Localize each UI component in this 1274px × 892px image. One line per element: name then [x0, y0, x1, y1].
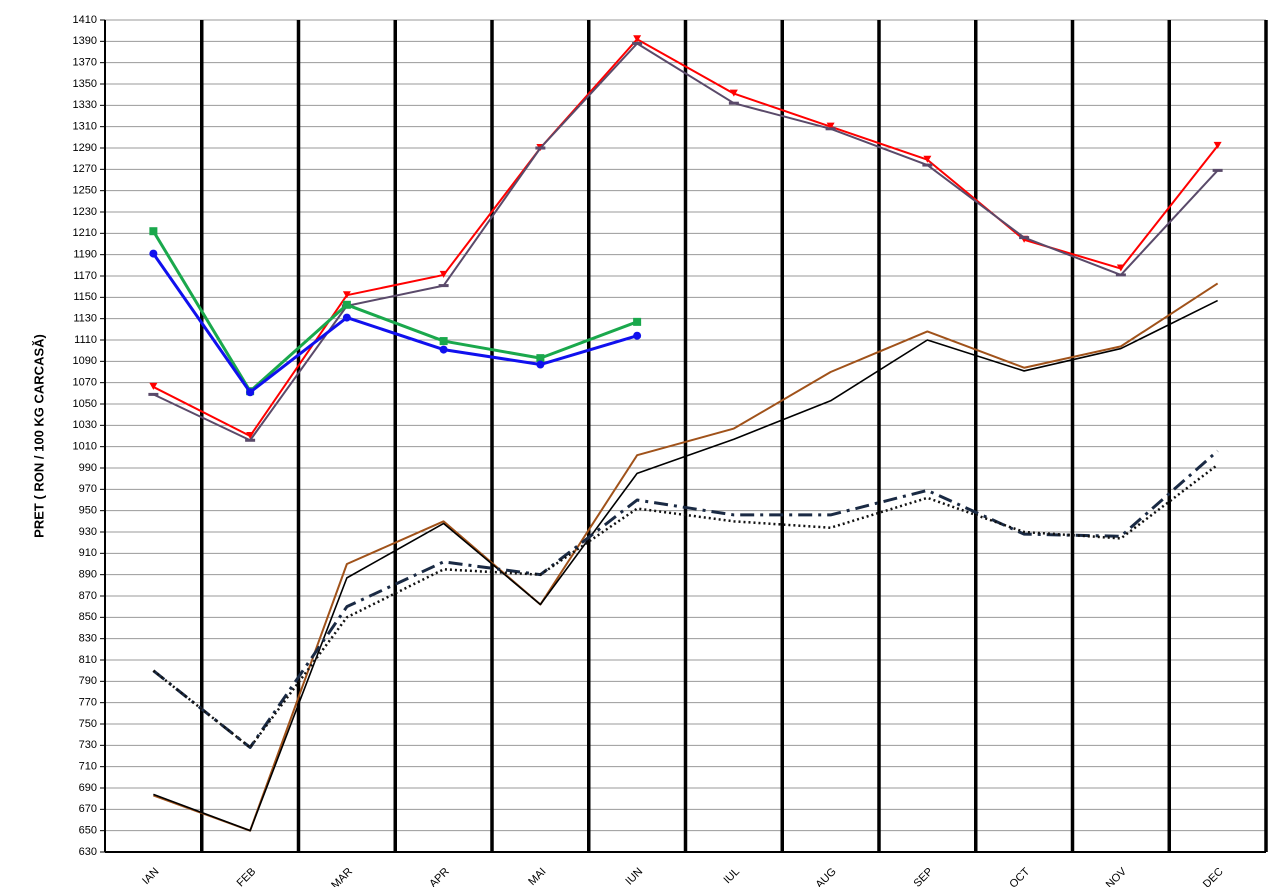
y-tick-label: 890 — [79, 569, 97, 581]
y-tick-label: 1250 — [73, 185, 97, 197]
marker — [633, 331, 642, 340]
x-tick-label: APR — [427, 866, 452, 887]
marker — [439, 270, 448, 278]
x-tick-label: IUN — [623, 866, 645, 887]
x-tick-label: AUG — [813, 866, 838, 887]
y-tick-label: 1030 — [73, 419, 97, 431]
marker — [536, 360, 545, 369]
x-tick-label: MAI — [526, 866, 548, 887]
series-line — [152, 463, 1219, 749]
marker — [1019, 236, 1030, 240]
marker — [728, 101, 739, 105]
series-line — [152, 449, 1219, 749]
marker — [246, 388, 255, 397]
y-tick-label: 630 — [79, 846, 97, 858]
y-tick-label: 870 — [79, 590, 97, 602]
y-tick-label: 1350 — [73, 78, 97, 90]
y-tick-label: 750 — [79, 718, 97, 730]
y-tick-label: 1230 — [73, 206, 97, 218]
marker — [342, 291, 351, 299]
y-tick-label: 790 — [79, 675, 97, 687]
y-tick-label: 1370 — [73, 57, 97, 69]
marker — [149, 227, 158, 236]
y-tick-label: 1010 — [73, 441, 97, 453]
marker — [148, 392, 159, 396]
y-tick-label: 1310 — [73, 121, 97, 133]
x-tick-label: OCT — [1007, 866, 1032, 887]
y-tick-label: 970 — [79, 483, 97, 495]
y-tick-label: 1210 — [73, 227, 97, 239]
y-tick-label: 1070 — [73, 377, 97, 389]
x-tick-label: DEC — [1201, 866, 1226, 887]
marker — [342, 313, 351, 322]
y-tick-label: 950 — [79, 505, 97, 517]
marker — [633, 317, 642, 326]
y-tick-label: 1330 — [73, 99, 97, 111]
y-tick-label: 1050 — [73, 398, 97, 410]
y-axis-title: PRET ( RON / 100 KG CARCASĂ) — [31, 334, 46, 538]
y-tick-label: 1170 — [73, 270, 97, 282]
y-tick-label: 1390 — [73, 35, 97, 47]
y-tick-label: 1090 — [73, 355, 97, 367]
marker — [149, 249, 158, 258]
marker — [342, 300, 351, 309]
series-line — [153, 282, 1219, 832]
y-tick-label: 770 — [79, 697, 97, 709]
series-line — [152, 252, 638, 394]
y-tick-label: 710 — [79, 761, 97, 773]
y-tick-label: 830 — [79, 633, 97, 645]
marker — [1212, 168, 1223, 172]
x-tick-label: FEB — [235, 866, 259, 887]
marker — [438, 284, 449, 288]
y-tick-label: 990 — [79, 462, 97, 474]
y-tick-label: 1270 — [73, 163, 97, 175]
marker — [632, 41, 643, 45]
y-tick-label: 730 — [79, 739, 97, 751]
marker — [536, 354, 545, 363]
marker — [439, 337, 448, 346]
y-tick-label: 1110 — [74, 334, 97, 346]
marker — [246, 432, 255, 439]
marker — [1116, 264, 1125, 272]
marker — [439, 345, 448, 354]
x-tick-label: SEP — [911, 866, 935, 887]
y-tick-label: 1290 — [73, 142, 97, 154]
marker — [729, 89, 738, 97]
marker — [535, 146, 546, 150]
x-tick-label: NOV — [1104, 865, 1130, 887]
marker — [1115, 273, 1126, 277]
x-tick-label: IAN — [140, 866, 161, 887]
y-tick-label: 1130 — [73, 313, 97, 325]
x-tick-label: IUL — [721, 866, 742, 887]
y-tick-label: 850 — [79, 611, 97, 623]
y-tick-label: 1150 — [73, 291, 97, 303]
marker — [923, 155, 932, 163]
marker — [825, 127, 836, 131]
y-tick-label: 910 — [79, 547, 97, 559]
y-tick-label: 1410 — [73, 14, 97, 26]
y-tick-label: 930 — [79, 526, 97, 538]
y-tick-label: 670 — [79, 803, 97, 815]
marker — [149, 382, 158, 390]
y-tick-label: 810 — [79, 654, 97, 666]
y-tick-label: 690 — [79, 782, 97, 794]
marker — [1213, 141, 1222, 149]
series-line — [152, 230, 638, 393]
y-tick-label: 650 — [79, 825, 97, 837]
marker — [633, 35, 642, 43]
y-tick-label: 1190 — [73, 249, 97, 261]
marker — [245, 438, 256, 442]
marker — [922, 163, 933, 167]
series-line — [153, 299, 1218, 832]
marker — [826, 122, 835, 130]
x-tick-label: MAR — [329, 866, 355, 887]
